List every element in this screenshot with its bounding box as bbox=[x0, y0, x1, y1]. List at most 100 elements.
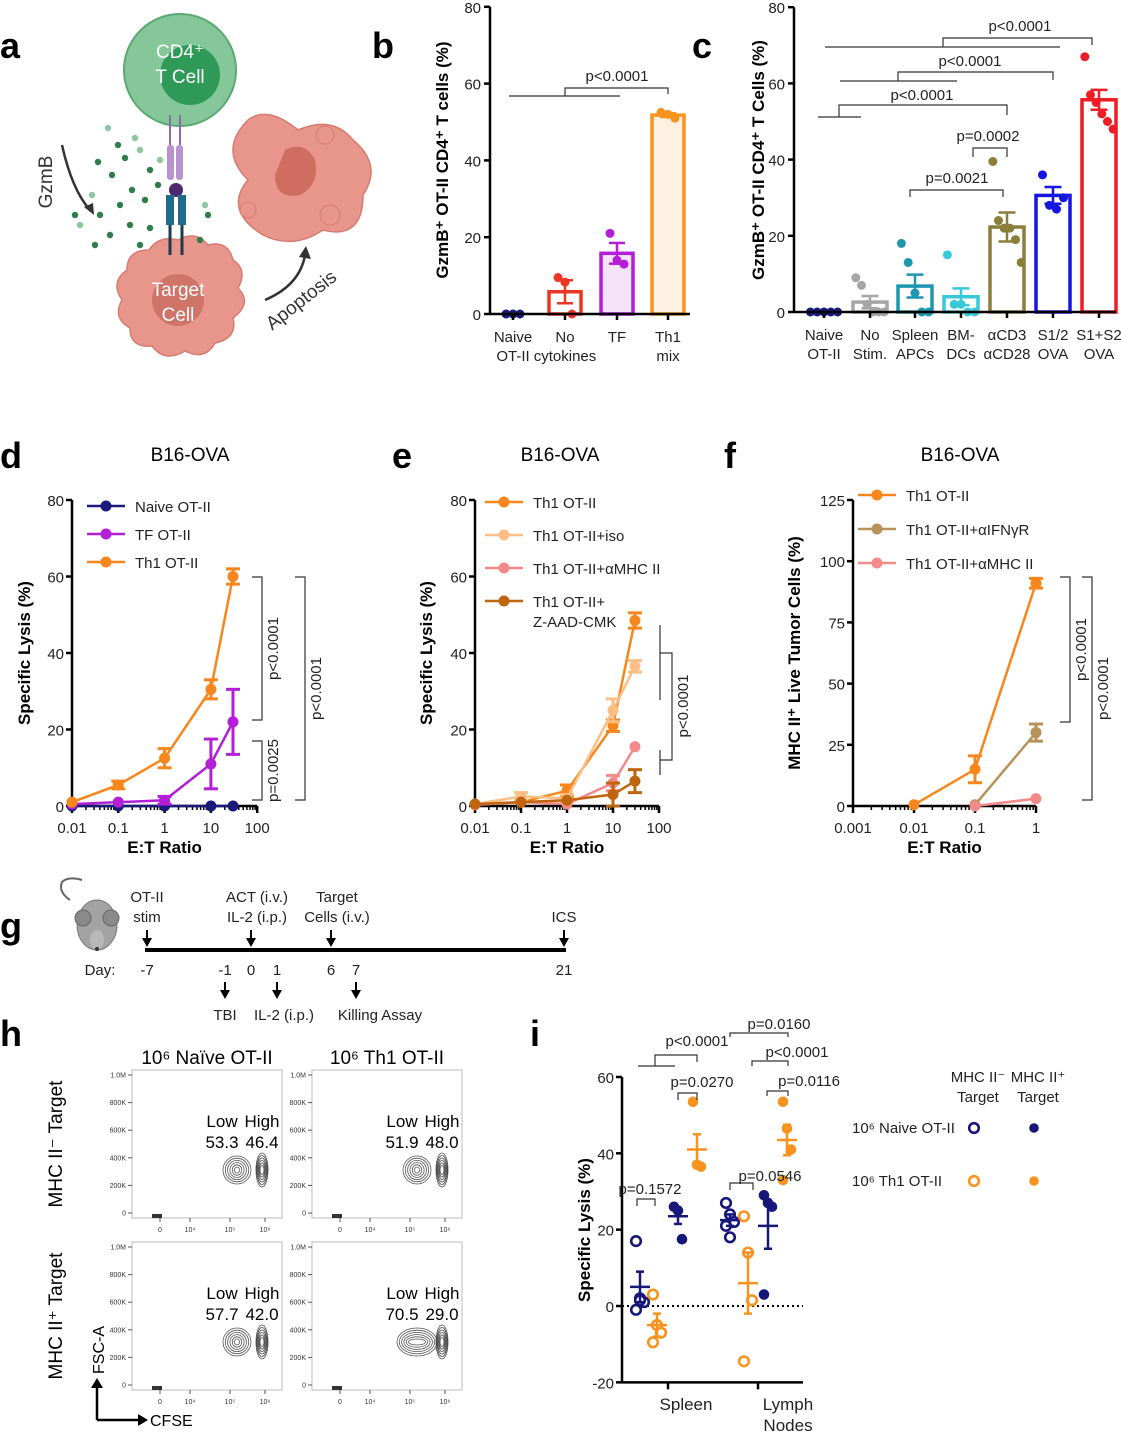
y-tick-label: 0 bbox=[122, 1211, 126, 1218]
legend-marker bbox=[100, 528, 112, 540]
t-cell-label-1: CD4⁺ bbox=[156, 42, 204, 63]
legend-filled-marker bbox=[1029, 1123, 1039, 1133]
panel-letter-h: h bbox=[0, 1013, 22, 1054]
significance-label: p<0.0001 bbox=[675, 675, 692, 738]
contour-low bbox=[224, 1329, 250, 1355]
data-point bbox=[896, 238, 906, 248]
column-title: 10⁶ Th1 OT-II bbox=[330, 1048, 444, 1069]
x-tick-label: 0.1 bbox=[511, 820, 532, 837]
zero-events bbox=[152, 1386, 162, 1390]
data-point bbox=[629, 775, 641, 787]
data-point bbox=[227, 716, 239, 728]
day-tick-label: 0 bbox=[247, 962, 255, 979]
panel-letter-g: g bbox=[0, 905, 22, 946]
bracket bbox=[818, 104, 1008, 118]
data-point bbox=[629, 660, 641, 672]
apoptosis-label: Apoptosis bbox=[262, 267, 341, 335]
granzyme-dot bbox=[154, 181, 162, 189]
data-point bbox=[227, 800, 239, 812]
data-point bbox=[646, 1336, 660, 1349]
data-point bbox=[1080, 52, 1090, 62]
legend-label: Th1 OT-II bbox=[906, 488, 969, 505]
legend-header: MHC II⁻ bbox=[951, 1069, 1006, 1086]
mouse-icon bbox=[60, 877, 120, 951]
legend-marker bbox=[498, 496, 510, 508]
contour-high bbox=[437, 1329, 447, 1355]
data-point bbox=[719, 1196, 733, 1210]
row-title: MHC II⁻ Target bbox=[46, 1080, 67, 1208]
panel-letter-d: d bbox=[0, 435, 22, 476]
granzyme-dot bbox=[156, 156, 164, 164]
contour-high bbox=[256, 1155, 268, 1185]
data-point bbox=[676, 1233, 688, 1245]
x-category-label: Stim. bbox=[853, 346, 887, 363]
x-category-label: S1/2 bbox=[1038, 327, 1069, 344]
legend-label: Th1 OT-II+αIFNγR bbox=[906, 522, 1029, 539]
day-label: Day: bbox=[85, 962, 116, 979]
data-point bbox=[777, 1174, 789, 1186]
axis-arrows-icon bbox=[95, 1385, 140, 1422]
data-point bbox=[605, 228, 615, 238]
y-tick-label: 200K bbox=[110, 1355, 127, 1362]
y-tick-label: 0 bbox=[56, 799, 64, 816]
contour-low bbox=[229, 1334, 245, 1350]
series-line bbox=[974, 731, 1037, 806]
y-tick-label: 60 bbox=[464, 77, 481, 94]
data-point bbox=[629, 1235, 643, 1248]
data-point bbox=[205, 758, 217, 770]
legend-label: Th1 OT-II+αMHC II bbox=[533, 561, 660, 578]
data-point bbox=[561, 794, 573, 806]
apoptotic-nucleus bbox=[275, 146, 316, 196]
legend-label: Th1 OT-II+ Z-AAD-CMK bbox=[533, 594, 616, 631]
y-tick-label: 1.0M bbox=[110, 1245, 126, 1252]
y-tick-label: 400K bbox=[290, 1155, 307, 1162]
contour-low bbox=[401, 1332, 433, 1353]
y-tick-label: 400K bbox=[110, 1155, 127, 1162]
legend-marker bbox=[871, 523, 883, 535]
contour-high bbox=[437, 1160, 446, 1180]
y-tick-label: 50 bbox=[828, 677, 845, 694]
legend-marker bbox=[100, 500, 112, 512]
contour-high bbox=[257, 1332, 266, 1352]
bracket bbox=[252, 576, 263, 721]
diagram-a: CD4⁺ T Cell Target Cell GzmB Apoptosis bbox=[36, 13, 372, 357]
significance-label: p<0.0001 bbox=[891, 87, 954, 104]
data-point bbox=[851, 273, 861, 283]
x-tick-label: 10⁵ bbox=[405, 1399, 416, 1406]
data-point bbox=[227, 571, 239, 582]
granzyme-dots bbox=[71, 124, 212, 249]
arrow-head bbox=[246, 938, 256, 947]
panel-letter-e: e bbox=[392, 435, 412, 476]
data-point bbox=[112, 779, 124, 791]
data-point bbox=[1005, 223, 1015, 233]
bracket bbox=[638, 1054, 698, 1067]
gate-label-low: Low bbox=[386, 1112, 418, 1131]
data-point bbox=[619, 259, 629, 269]
data-point bbox=[560, 277, 570, 287]
granzyme-dot bbox=[141, 196, 149, 204]
granzyme-dot bbox=[126, 221, 134, 229]
x-tick-label: 10⁴ bbox=[185, 1399, 196, 1406]
granzyme-dot bbox=[88, 191, 96, 199]
event-label: ICS bbox=[551, 909, 576, 926]
y-axis-label: MHC II⁺ Live Tumor Cells (%) bbox=[785, 536, 804, 769]
granzyme-dot bbox=[146, 224, 154, 232]
x-category-label: αCD28 bbox=[983, 346, 1030, 363]
bracket bbox=[659, 625, 673, 775]
x-tick-label: 10 bbox=[203, 820, 220, 837]
arrow-head bbox=[559, 938, 569, 947]
contour-low bbox=[224, 1157, 250, 1183]
significance-label: p<0.0001 bbox=[265, 617, 282, 680]
data-point bbox=[205, 683, 217, 695]
significance-label: p=0.0021 bbox=[926, 170, 989, 187]
x-tick-label: 0 bbox=[158, 1227, 162, 1234]
x-category-label: APCs bbox=[896, 346, 934, 363]
legend-row-label: 10⁶ Naive OT-II bbox=[852, 1120, 955, 1137]
x-tick-label: 10⁵ bbox=[405, 1227, 416, 1234]
contour-low bbox=[222, 1327, 252, 1357]
granzyme-dot bbox=[201, 201, 209, 209]
x-category-label: S1+S2 bbox=[1076, 327, 1121, 344]
data-point bbox=[1097, 109, 1107, 119]
y-tick-label: 1.0M bbox=[290, 1245, 306, 1252]
legend-open-marker bbox=[967, 1174, 981, 1188]
